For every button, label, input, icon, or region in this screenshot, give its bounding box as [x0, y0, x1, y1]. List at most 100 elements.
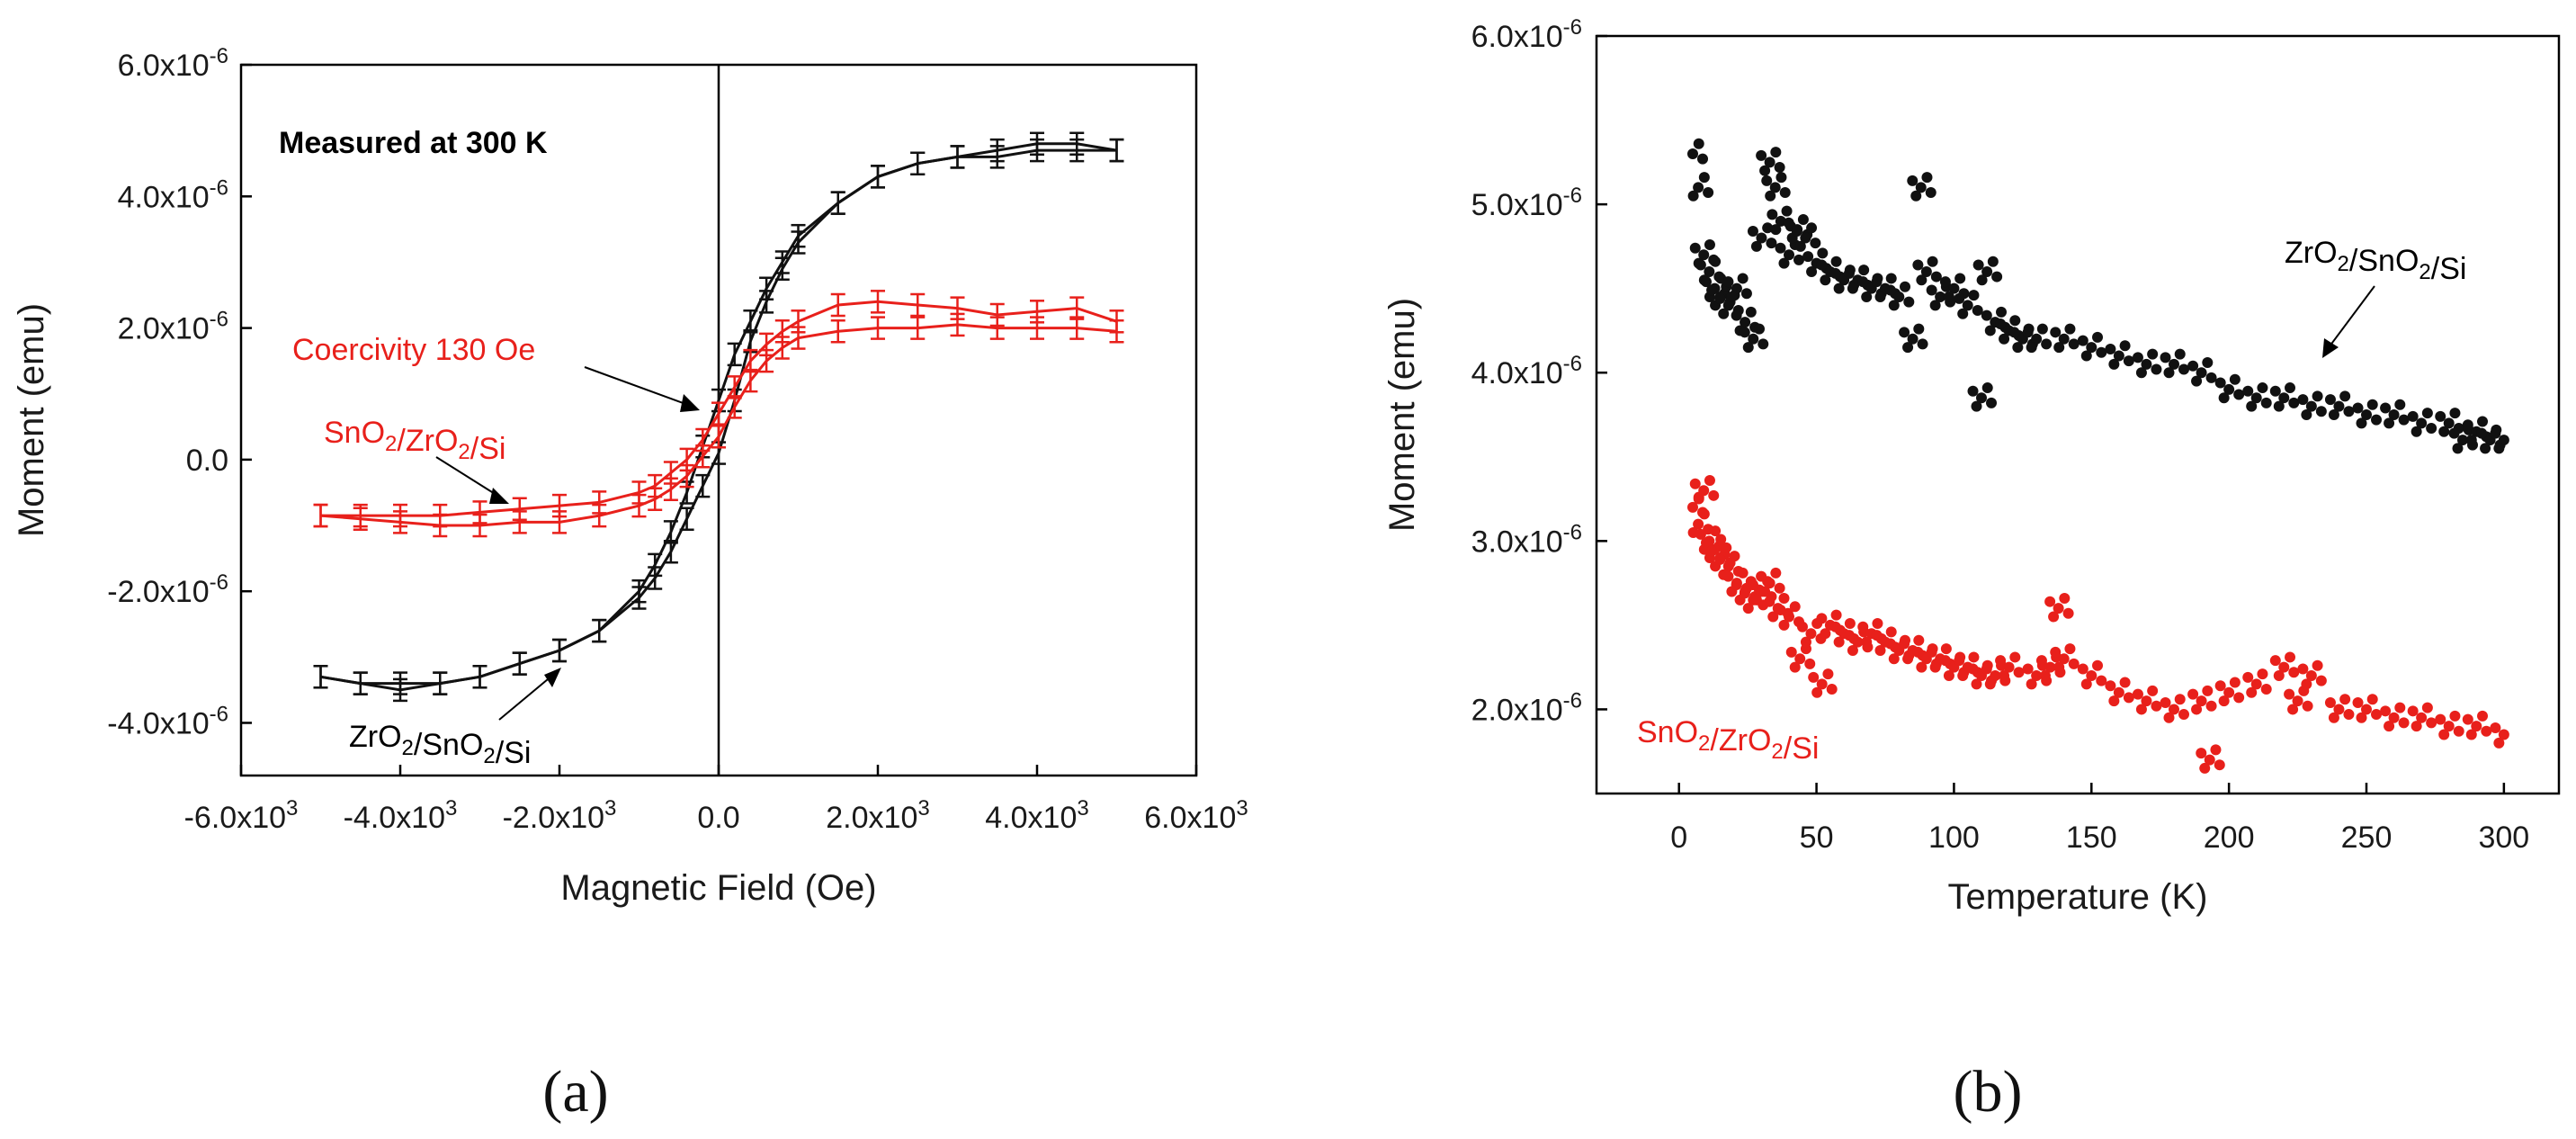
data-point	[1844, 618, 1856, 630]
data-point	[1920, 265, 1932, 277]
data-point	[2077, 335, 2089, 346]
data-point	[1764, 596, 1775, 607]
y-tick-label: 6.0x10-6	[118, 44, 228, 83]
data-point	[1759, 586, 1771, 597]
data-point	[1900, 281, 1911, 292]
data-point	[1843, 630, 1855, 641]
x-tick-label: 200	[2204, 821, 2255, 855]
data-point	[1926, 646, 1937, 658]
data-point	[1816, 613, 1828, 624]
data-point	[2380, 705, 2392, 717]
data-point	[1907, 333, 1919, 345]
y-tick-label: 2.0x10-6	[118, 308, 228, 346]
x-tick-label: 0.0	[697, 801, 739, 835]
data-point	[2163, 367, 2175, 379]
data-point	[1689, 478, 1701, 489]
data-point	[2250, 678, 2262, 690]
coercivity-annotation: Coercivity 130 Oe	[292, 333, 535, 367]
y-tick-label: 4.0x10-6	[1471, 352, 1582, 390]
chart-a: -6.0x103 -4.0x103 -2.0x103 0.0 2.0x103 4.0x10…	[12, 44, 1248, 908]
data-point	[1742, 603, 1754, 614]
data-point	[2202, 685, 2214, 696]
data-point	[2465, 729, 2477, 740]
data-point	[2328, 712, 2339, 723]
data-point	[1759, 165, 1771, 176]
data-point	[2092, 331, 2104, 343]
data-point	[1926, 284, 1937, 296]
data-point	[1811, 686, 1823, 698]
series-label-black-b: ZrO2/SnO2/Si	[2285, 236, 2466, 286]
data-point	[2210, 744, 2222, 756]
data-point	[1943, 670, 1954, 682]
data-point	[2285, 382, 2296, 394]
data-point	[1700, 537, 1712, 549]
data-point	[1693, 493, 1704, 505]
data-point	[2026, 678, 2037, 690]
data-point	[2022, 663, 2034, 675]
data-point	[1764, 578, 1775, 589]
data-point	[1822, 668, 1834, 680]
data-point	[1784, 611, 1794, 623]
data-point	[1806, 265, 1818, 277]
x-tick-label: 100	[1928, 821, 1980, 855]
data-point	[2013, 667, 2025, 678]
data-point	[2050, 646, 2062, 658]
data-point	[1775, 242, 1786, 254]
data-point	[1689, 242, 1701, 254]
data-point	[2471, 721, 2482, 732]
data-point	[2273, 670, 2285, 682]
data-point	[1826, 683, 1838, 695]
data-point	[2438, 426, 2450, 437]
data-point	[2435, 410, 2446, 422]
data-point	[1793, 254, 1805, 265]
data-point	[1729, 551, 1740, 562]
data-point	[1693, 182, 1704, 193]
data-point	[1775, 172, 1787, 184]
data-point	[2273, 400, 2285, 412]
y-tick-label: 3.0x10-6	[1471, 520, 1582, 559]
data-point	[2305, 670, 2317, 682]
data-point	[2366, 399, 2378, 410]
data-point	[2490, 722, 2501, 734]
data-point	[1948, 283, 1960, 294]
data-point	[2123, 692, 2134, 704]
data-point	[2477, 416, 2489, 427]
data-point	[2448, 427, 2460, 439]
data-point	[1770, 224, 1782, 236]
data-point	[1981, 663, 1992, 675]
data-point	[1747, 578, 1758, 590]
data-point	[2384, 721, 2395, 732]
data-point	[2077, 663, 2089, 675]
data-point	[2371, 709, 2383, 721]
data-point	[1695, 528, 1706, 540]
data-point	[2233, 692, 2245, 704]
data-point	[1954, 655, 1965, 667]
black-label-arrow	[498, 674, 554, 721]
data-point	[1710, 525, 1722, 537]
data-point	[2105, 344, 2116, 355]
panel-label-b: (b)	[1954, 1059, 2023, 1125]
data-point	[2113, 350, 2124, 362]
data-point	[2169, 704, 2179, 715]
data-point	[1940, 643, 1952, 655]
data-point	[2039, 670, 2051, 682]
data-point	[1921, 172, 1933, 184]
data-point	[2242, 385, 2254, 397]
data-point	[1925, 187, 1936, 199]
data-point	[2064, 323, 2076, 335]
data-point	[2214, 377, 2226, 389]
data-point	[1764, 157, 1775, 168]
data-point	[1871, 276, 1883, 288]
data-point	[2287, 704, 2299, 715]
data-point	[2246, 686, 2258, 698]
data-point	[2352, 696, 2364, 708]
coercivity-arrow	[584, 366, 689, 406]
data-point	[1957, 670, 1969, 682]
data-point	[1830, 609, 1842, 621]
data-point	[1805, 628, 1817, 640]
data-point	[1767, 209, 1778, 220]
data-point	[1962, 300, 1973, 311]
data-point	[2493, 443, 2505, 454]
data-point	[2250, 392, 2262, 404]
